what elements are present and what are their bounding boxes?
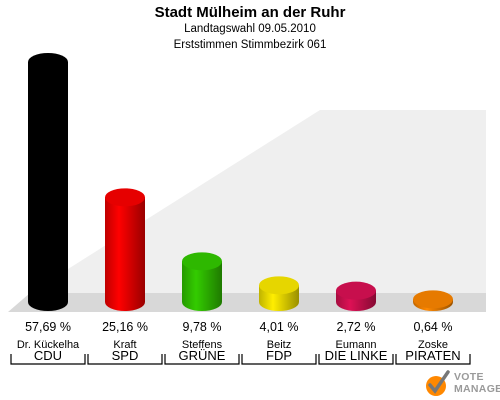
bar-top (413, 290, 453, 309)
value-label: 4,01 % (260, 320, 299, 334)
bar-body (28, 62, 68, 302)
logo-text-vote: VOTE (454, 371, 484, 383)
value-label: 57,69 % (25, 320, 71, 334)
party-label: PIRATEN (405, 348, 460, 363)
candidate-label: Eumann (336, 339, 377, 351)
party-label: GRÜNE (179, 348, 226, 363)
party-bracket (395, 354, 471, 365)
chart-subtitle-district: Erststimmen Stimmbezirk 061 (173, 39, 327, 51)
value-label: 9,78 % (183, 320, 222, 334)
bar-die-linke (336, 281, 376, 311)
party-bracket (10, 354, 86, 365)
logo-text-manager: MANAGER (454, 383, 500, 395)
candidate-label: Beitz (267, 339, 291, 351)
chart-subtitle-election: Landtagswahl 09.05.2010 (184, 23, 316, 35)
bar-gr-ne (182, 252, 222, 311)
party-label: DIE LINKE (325, 348, 388, 363)
bar-base (105, 293, 145, 311)
party-label: FDP (266, 348, 292, 363)
party-bracket (241, 354, 317, 365)
value-label: 25,16 % (102, 320, 148, 334)
bar-fdp (259, 276, 299, 311)
party-label: SPD (112, 348, 139, 363)
bar-top (259, 276, 299, 295)
bar-base (28, 293, 68, 311)
candidate-label: Kraft (113, 339, 136, 351)
value-label: 2,72 % (337, 320, 376, 334)
bar-spd (105, 188, 145, 311)
bar-cdu (28, 53, 68, 311)
bar-piraten (413, 290, 453, 311)
bar-top (336, 281, 376, 300)
votemanager-logo: VOTE MANAGER (424, 366, 500, 400)
bar-base (182, 293, 222, 311)
bar-base (259, 293, 299, 311)
candidate-label: Steffens (182, 339, 223, 351)
bar-top (182, 252, 222, 271)
value-label: 0,64 % (414, 320, 453, 334)
candidate-label: Zoske (418, 339, 448, 351)
party-bracket (87, 354, 163, 365)
bar-body (105, 197, 145, 302)
bar-top (28, 53, 68, 71)
chart-title: Stadt Mülheim an der Ruhr (154, 4, 346, 21)
party-bracket (318, 354, 394, 365)
party-label: CDU (34, 348, 62, 363)
party-bracket (164, 354, 240, 365)
bar-top (105, 188, 145, 207)
chart-floor-shadow (30, 110, 486, 293)
candidate-label: Dr. Kückelha (17, 339, 80, 351)
checkmark-icon (426, 370, 450, 396)
